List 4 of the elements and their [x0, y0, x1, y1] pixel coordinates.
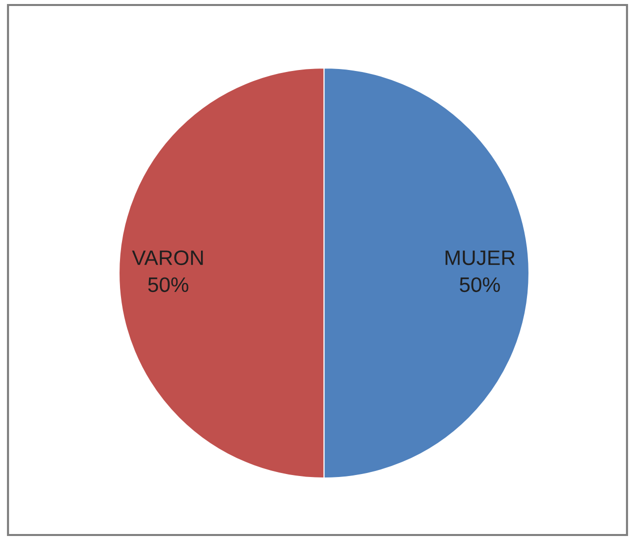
data-label: 50%	[148, 277, 188, 292]
slice-label: MUJER	[446, 250, 515, 266]
slice-label: VARON	[132, 250, 203, 266]
data-label: 50%	[460, 277, 500, 292]
